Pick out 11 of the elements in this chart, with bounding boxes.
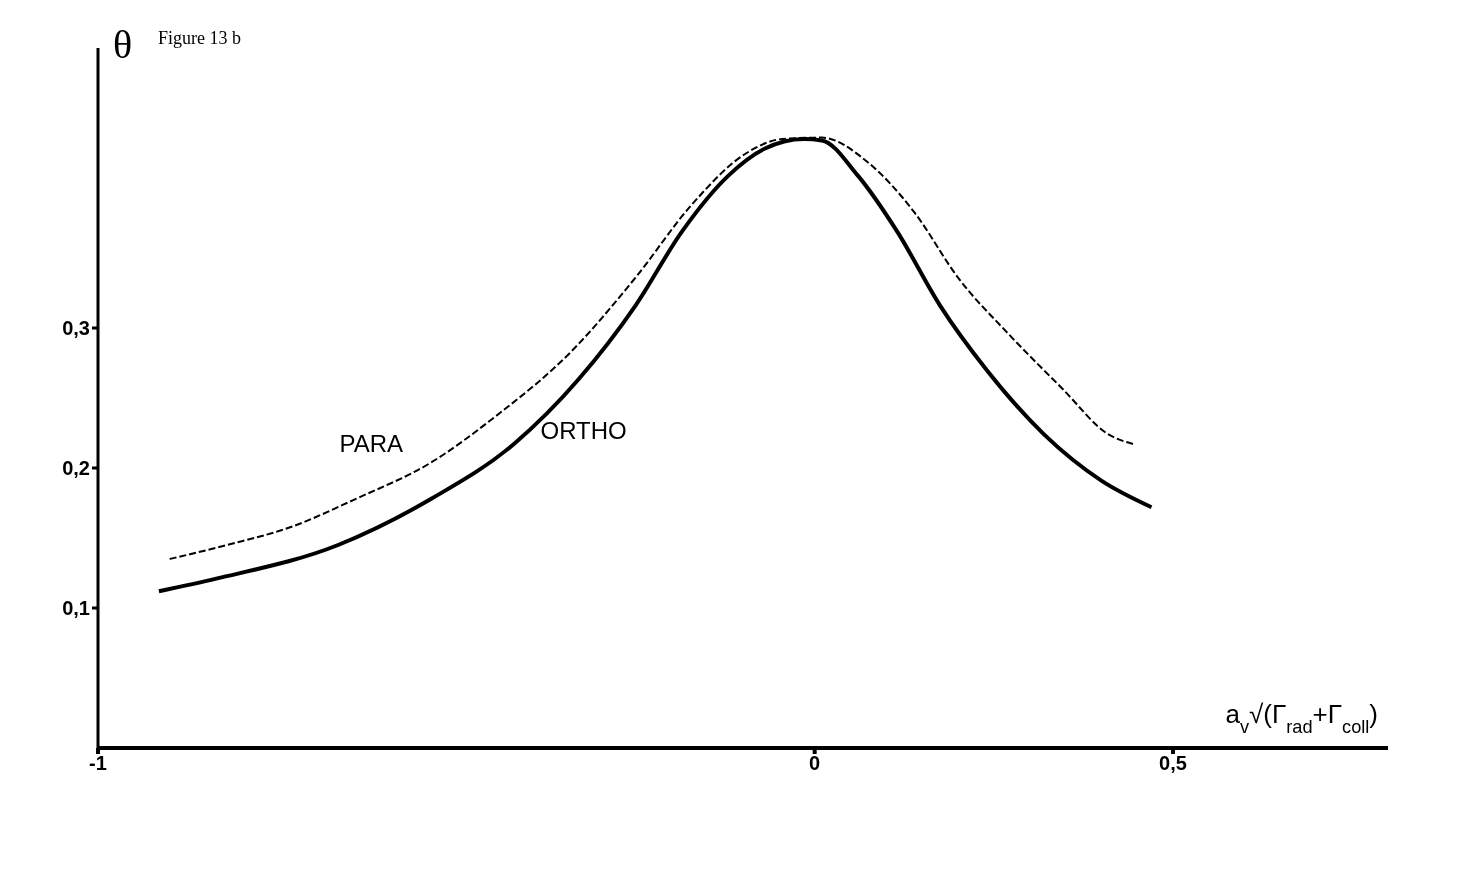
x-tick-label: -1 <box>89 752 107 775</box>
y-tick-label: 0,1 <box>62 597 90 620</box>
chart-title: Figure 13 b <box>158 28 241 49</box>
series-label: PARA <box>339 430 404 458</box>
y-tick-label: 0,2 <box>62 457 90 480</box>
series-label: ORTHO <box>540 417 627 445</box>
x-axis-title: a$_{v}$√(Γ$_{rad}$+Γ$_{coll}$) <box>1225 699 1378 737</box>
y-axis-title: θ <box>113 22 133 67</box>
x-tick-label: 0 <box>809 752 821 775</box>
y-tick-label: 0,3 <box>62 317 90 340</box>
x-tick-label: 0,5 <box>1159 752 1187 775</box>
